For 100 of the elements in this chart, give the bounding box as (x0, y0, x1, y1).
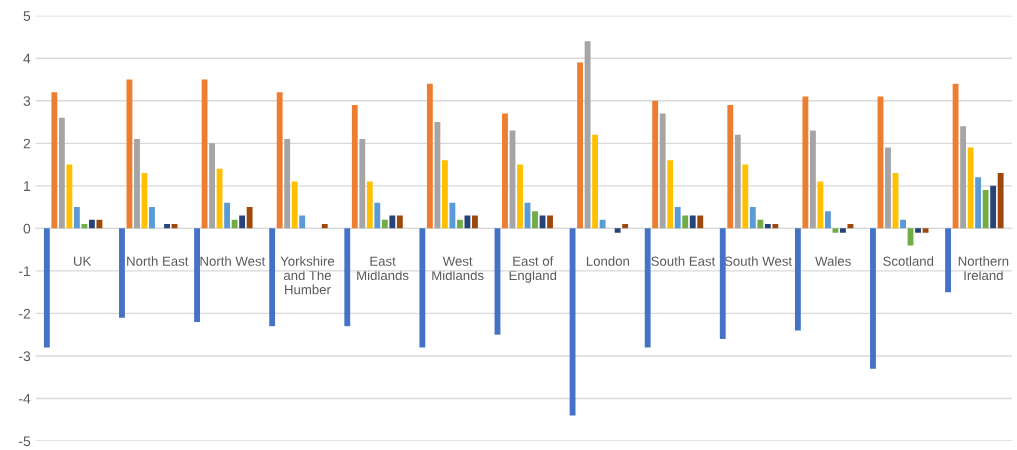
bar (532, 211, 538, 229)
bar (659, 113, 666, 229)
bar (374, 202, 381, 229)
bar (757, 219, 764, 229)
bar (269, 228, 276, 327)
bar (239, 215, 246, 229)
bar (734, 134, 741, 229)
x-tick-label: London (586, 256, 630, 266)
bar (975, 177, 982, 229)
bar (584, 41, 591, 229)
y-tick-label: -5 (19, 436, 31, 447)
bar (719, 228, 726, 339)
bar (982, 190, 989, 229)
bar (276, 92, 283, 229)
bar (547, 215, 553, 229)
bar (674, 207, 681, 229)
bar (231, 219, 238, 229)
bar (366, 181, 373, 229)
bar (967, 147, 974, 229)
bar (997, 173, 1004, 229)
bar (870, 228, 876, 369)
bar (749, 207, 756, 229)
bar (381, 219, 388, 229)
bar (389, 215, 396, 229)
bar (472, 215, 478, 229)
bar (449, 202, 456, 229)
bar (915, 228, 921, 233)
y-tick-label: -4 (19, 393, 31, 404)
y-tick-label: 5 (23, 11, 31, 21)
bar (43, 228, 50, 348)
bar (464, 215, 471, 229)
bar (344, 228, 351, 327)
bar (802, 96, 809, 229)
bar (149, 207, 155, 229)
x-tick-label: South East (651, 256, 716, 266)
bar (577, 62, 584, 229)
bar (351, 105, 358, 229)
bar (58, 117, 65, 229)
x-tick-label: Scotland (883, 256, 934, 266)
bar (426, 83, 433, 229)
bar (321, 224, 328, 229)
bar (614, 228, 621, 233)
x-tick-label: North West (200, 256, 266, 266)
bar (990, 185, 997, 229)
x-tick-label: Wales (815, 256, 851, 266)
bar (201, 79, 208, 229)
y-tick-label: 1 (24, 181, 31, 191)
x-tick-label: North East (127, 256, 189, 266)
bar (291, 181, 298, 229)
bar (517, 164, 523, 229)
bar (599, 219, 606, 229)
y-tick-label: -1 (19, 266, 31, 276)
x-tick-label: Yorkshire and The Humber (280, 256, 335, 295)
bar (299, 215, 306, 229)
bar (359, 139, 366, 229)
bar (164, 224, 170, 229)
bar (900, 219, 906, 229)
bar (697, 215, 704, 229)
bar (840, 228, 846, 233)
bar (51, 92, 58, 229)
bar (73, 207, 80, 229)
bar (209, 143, 216, 229)
bar (824, 211, 831, 229)
bar (441, 160, 448, 229)
bar (644, 228, 651, 348)
x-tick-label: Northern Ireland (958, 256, 1009, 281)
bar (817, 181, 824, 229)
bar (945, 228, 952, 293)
bar (419, 228, 426, 348)
bar (742, 164, 749, 229)
bar (502, 113, 508, 229)
bar (284, 139, 291, 229)
bar (246, 207, 253, 229)
bar (772, 224, 779, 229)
x-tick-label: West Midlands (432, 256, 484, 281)
x-tick-label: East Midlands (357, 256, 409, 281)
bar (794, 228, 801, 331)
bar (885, 147, 891, 229)
bar (81, 224, 88, 229)
bar (952, 83, 959, 229)
bar (88, 219, 95, 229)
x-tick-label: East of England (509, 256, 557, 283)
bar (456, 219, 463, 229)
y-tick-label: -3 (19, 351, 31, 362)
bar (434, 122, 441, 229)
bar (119, 228, 125, 318)
y-tick-label: 2 (23, 138, 31, 149)
bar (652, 100, 659, 229)
bar (194, 228, 200, 322)
bar (667, 160, 674, 229)
bar (396, 215, 403, 229)
x-tick-label: UK (74, 256, 92, 266)
bar (592, 134, 599, 229)
y-tick-label: 3 (23, 96, 31, 106)
bar (727, 105, 734, 229)
bar (224, 202, 231, 229)
bar (622, 224, 629, 229)
y-tick-label: 0 (23, 223, 31, 234)
bar (764, 224, 771, 229)
bar (689, 215, 696, 229)
